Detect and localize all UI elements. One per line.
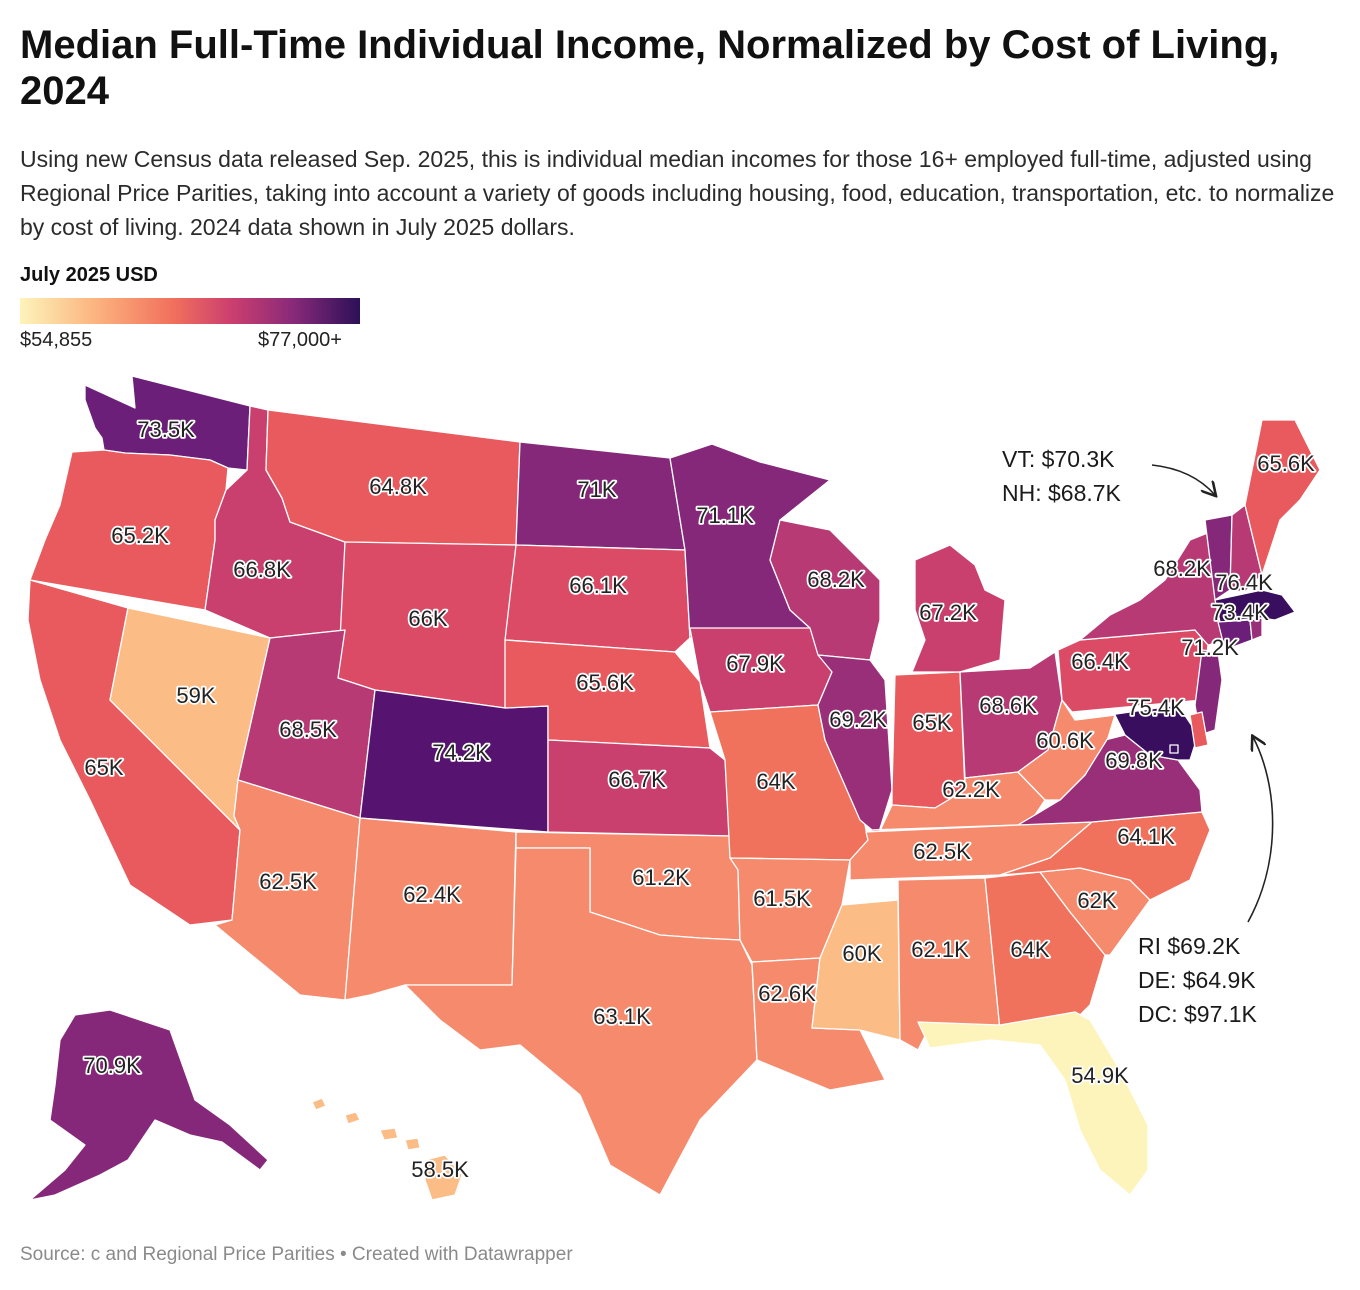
state-label-mi: 67.2K xyxy=(919,600,977,625)
state-label-ks: 66.7K xyxy=(608,767,666,792)
state-label-mt: 64.8K xyxy=(369,474,427,499)
state-label-wy: 66K xyxy=(408,606,447,631)
state-label-va: 69.8K xyxy=(1105,748,1163,773)
state-ak xyxy=(29,1009,269,1201)
annotation-ri: RI $69.2K xyxy=(1138,933,1241,959)
state-nc xyxy=(999,811,1211,901)
state-label-wv: 60.6K xyxy=(1036,728,1094,753)
state-label-in: 65K xyxy=(912,710,951,735)
state-label-or: 65.2K xyxy=(111,523,169,548)
source-note: Source: c and Regional Price Parities • … xyxy=(20,1244,573,1265)
state-label-nd: 71K xyxy=(577,477,616,502)
state-label-fl: 54.9K xyxy=(1071,1063,1129,1088)
annotation-arrow-ri-de-dc xyxy=(1247,737,1274,923)
state-label-ia: 67.9K xyxy=(726,651,784,676)
state-label-wa: 73.5K xyxy=(137,417,195,442)
state-wi xyxy=(769,519,881,661)
legend-max-label: $77,000+ xyxy=(258,329,342,351)
state-de xyxy=(1189,711,1209,749)
state-label-ky: 62.2K xyxy=(942,777,1000,802)
legend-color-scale xyxy=(20,298,360,324)
state-label-ca: 65K xyxy=(84,755,123,780)
state-md xyxy=(1074,704,1199,761)
state-label-ma: 76.4K xyxy=(1215,570,1273,595)
state-label-hi: 58.5K xyxy=(411,1157,469,1182)
state-label-ar: 61.5K xyxy=(753,886,811,911)
state-label-ok: 61.2K xyxy=(632,865,690,890)
annotation-arrow-vt-nh xyxy=(1151,464,1215,495)
state-label-wi: 68.2K xyxy=(807,567,865,592)
state-label-md: 75.4K xyxy=(1127,695,1185,720)
state-label-me: 65.6K xyxy=(1257,451,1315,476)
state-label-sc: 62K xyxy=(1077,888,1116,913)
state-label-nc: 64.1K xyxy=(1117,824,1175,849)
state-me xyxy=(1244,419,1321,576)
state-label-mo: 64K xyxy=(756,769,795,794)
annotation-dc: DC: $97.1K xyxy=(1138,1001,1258,1027)
state-label-ms: 60K xyxy=(842,941,881,966)
state-label-nm: 62.4K xyxy=(403,882,461,907)
state-label-tn: 62.5K xyxy=(913,839,971,864)
legend-title: July 2025 USD xyxy=(20,264,158,286)
state-nh xyxy=(1229,504,1263,593)
state-label-oh: 68.6K xyxy=(979,693,1037,718)
state-label-id: 66.8K xyxy=(233,557,291,582)
state-dc xyxy=(1169,744,1179,754)
state-ny xyxy=(1079,529,1231,646)
state-label-co: 74.2K xyxy=(432,740,490,765)
annotation-nh: NH: $68.7K xyxy=(1002,480,1122,506)
state-label-tx: 63.1K xyxy=(593,1004,651,1029)
state-sd xyxy=(504,544,691,653)
us-choropleth-map: 73.5K 65.2K 65K 59K 66.8K 64.8K 66K 68.5K 74.2K 6… xyxy=(27,375,1321,1201)
state-ri xyxy=(1249,617,1263,641)
annotation-de: DE: $64.9K xyxy=(1138,967,1256,993)
state-label-la: 62.6K xyxy=(758,981,816,1006)
state-label-ct: 73.4K xyxy=(1211,600,1269,625)
state-il xyxy=(817,654,893,836)
state-label-il: 69.2K xyxy=(829,707,887,732)
state-wv xyxy=(1017,699,1116,801)
chart-subtitle: Using new Census data released Sep. 2025… xyxy=(20,146,1335,240)
state-label-mn: 71.1K xyxy=(696,503,754,528)
state-label-ut: 68.5K xyxy=(279,717,337,742)
state-label-ne: 65.6K xyxy=(576,670,634,695)
state-label-sd: 66.1K xyxy=(569,573,627,598)
state-nm xyxy=(344,817,517,1001)
state-label-az: 62.5K xyxy=(259,869,317,894)
state-label-pa: 66.4K xyxy=(1071,649,1129,674)
state-label-al: 62.1K xyxy=(911,937,969,962)
state-fl xyxy=(917,1011,1149,1196)
state-label-nj: 71.2K xyxy=(1181,635,1239,660)
state-label-ga: 64K xyxy=(1010,937,1049,962)
annotation-vt: VT: $70.3K xyxy=(1002,446,1115,472)
state-hi xyxy=(311,1097,463,1201)
legend-min-label: $54,855 xyxy=(20,329,93,351)
state-mi xyxy=(911,544,1006,673)
state-label-ny: 68.2K xyxy=(1153,556,1211,581)
state-tx xyxy=(404,847,758,1196)
chart-title: Median Full-Time Individual Income, Norm… xyxy=(20,23,1280,113)
state-label-nv: 59K xyxy=(176,683,215,708)
state-label-ak: 70.9K xyxy=(83,1053,141,1078)
